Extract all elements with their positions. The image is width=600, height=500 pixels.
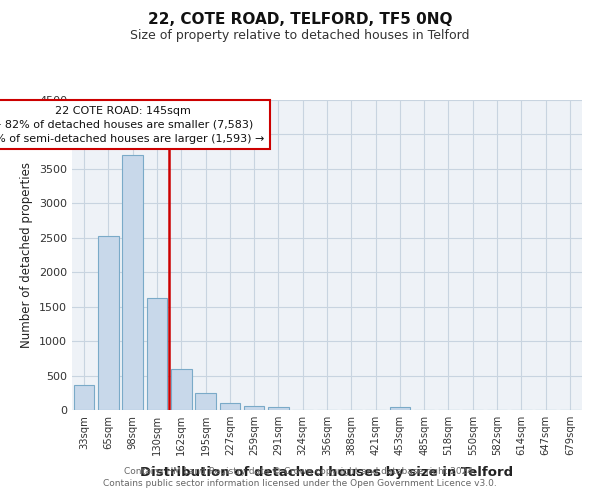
Bar [146,298,167,410]
Bar [98,236,119,410]
Y-axis label: Number of detached properties: Number of detached properties [20,162,34,348]
Bar [268,407,289,410]
Text: 22 COTE ROAD: 145sqm
← 82% of detached houses are smaller (7,583)
17% of semi-de: 22 COTE ROAD: 145sqm ← 82% of detached h… [0,106,265,144]
Bar [244,406,265,410]
Bar [74,384,94,410]
Bar [220,403,240,410]
Bar [171,368,191,410]
Text: Size of property relative to detached houses in Telford: Size of property relative to detached ho… [130,29,470,42]
Text: Contains HM Land Registry data © Crown copyright and database right 2024.
Contai: Contains HM Land Registry data © Crown c… [103,466,497,487]
Bar [389,406,410,410]
X-axis label: Distribution of detached houses by size in Telford: Distribution of detached houses by size … [140,466,514,479]
Bar [195,394,216,410]
Bar [122,155,143,410]
Text: 22, COTE ROAD, TELFORD, TF5 0NQ: 22, COTE ROAD, TELFORD, TF5 0NQ [148,12,452,28]
